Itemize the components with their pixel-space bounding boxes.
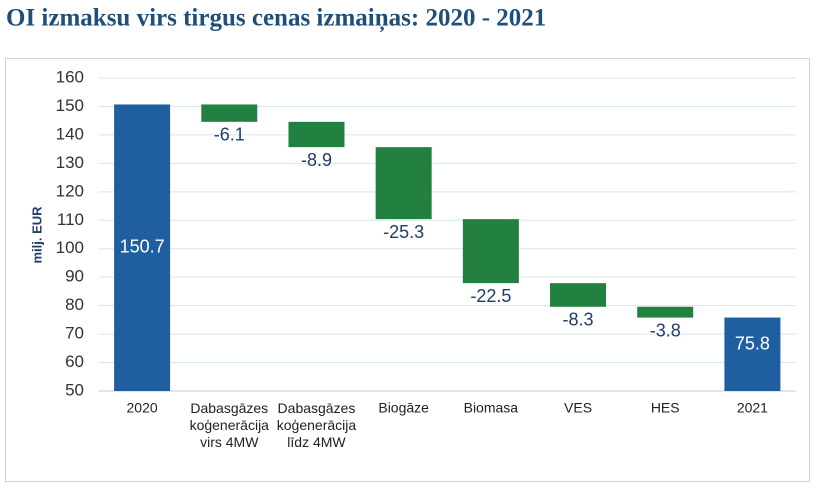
x-tick-label: Dabasgāzes koģenerācija virs 4MW <box>190 400 270 450</box>
delta-bar <box>550 283 607 307</box>
value-label: -3.8 <box>650 320 681 340</box>
chart-title: OI izmaksu virs tirgus cenas izmaiņas: 2… <box>6 5 546 33</box>
y-tick-label: 70 <box>65 324 84 343</box>
delta-bar <box>462 219 519 284</box>
y-tick-label: 140 <box>56 124 84 143</box>
x-tick-label: HES <box>651 400 680 416</box>
x-tick-label: Biogāze <box>378 400 429 416</box>
delta-bar <box>375 147 432 220</box>
y-tick-label: 100 <box>56 238 84 257</box>
y-tick-label: 130 <box>56 153 84 172</box>
value-label: -25.3 <box>383 222 424 242</box>
x-tick-label: 2020 <box>127 400 158 416</box>
delta-bar <box>201 104 258 122</box>
y-tick-label: 80 <box>65 295 84 314</box>
value-label: -6.1 <box>214 125 245 145</box>
y-tick-label: 60 <box>65 352 84 371</box>
value-label: -22.5 <box>470 286 511 306</box>
value-label: 150.7 <box>120 236 165 256</box>
x-tick-label: Biomasa <box>464 400 519 416</box>
total-bar <box>114 104 171 391</box>
y-tick-label: 50 <box>65 380 84 399</box>
y-tick-label: 110 <box>57 210 84 229</box>
value-label: -8.3 <box>563 310 594 330</box>
y-tick-label: 120 <box>56 181 84 200</box>
value-label: -8.9 <box>301 150 332 170</box>
delta-bar <box>288 121 345 148</box>
y-tick-label: 90 <box>65 267 84 286</box>
y-tick-label: 150 <box>56 96 84 115</box>
x-tick-label: Dabasgāzes koģenerācija līdz 4MW <box>277 400 357 450</box>
value-label: 75.8 <box>735 333 770 353</box>
x-tick-label: VES <box>564 400 592 416</box>
chart-frame <box>5 58 810 482</box>
delta-bar <box>637 306 694 318</box>
y-tick-label: 160 <box>56 67 84 86</box>
total-bar <box>724 317 781 391</box>
y-axis-label: milj. EUR <box>29 206 44 264</box>
x-tick-label: 2021 <box>737 400 768 416</box>
